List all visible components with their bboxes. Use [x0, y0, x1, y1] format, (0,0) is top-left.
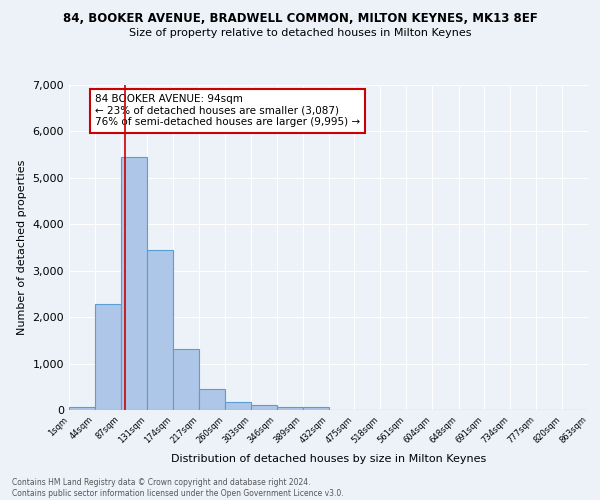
Y-axis label: Number of detached properties: Number of detached properties	[17, 160, 27, 335]
Text: 84, BOOKER AVENUE, BRADWELL COMMON, MILTON KEYNES, MK13 8EF: 84, BOOKER AVENUE, BRADWELL COMMON, MILT…	[62, 12, 538, 26]
Bar	[95, 304, 121, 410]
Bar	[199, 389, 225, 410]
X-axis label: Distribution of detached houses by size in Milton Keynes: Distribution of detached houses by size …	[171, 454, 486, 464]
Bar	[147, 250, 173, 410]
Bar	[302, 408, 329, 410]
Text: Contains HM Land Registry data © Crown copyright and database right 2024.
Contai: Contains HM Land Registry data © Crown c…	[12, 478, 344, 498]
Bar	[69, 406, 95, 410]
Bar	[173, 349, 199, 410]
Bar	[225, 402, 251, 410]
Bar	[121, 157, 147, 410]
Text: Size of property relative to detached houses in Milton Keynes: Size of property relative to detached ho…	[129, 28, 471, 38]
Bar	[277, 406, 302, 410]
Text: 84 BOOKER AVENUE: 94sqm
← 23% of detached houses are smaller (3,087)
76% of semi: 84 BOOKER AVENUE: 94sqm ← 23% of detache…	[95, 94, 360, 128]
Bar	[251, 406, 277, 410]
